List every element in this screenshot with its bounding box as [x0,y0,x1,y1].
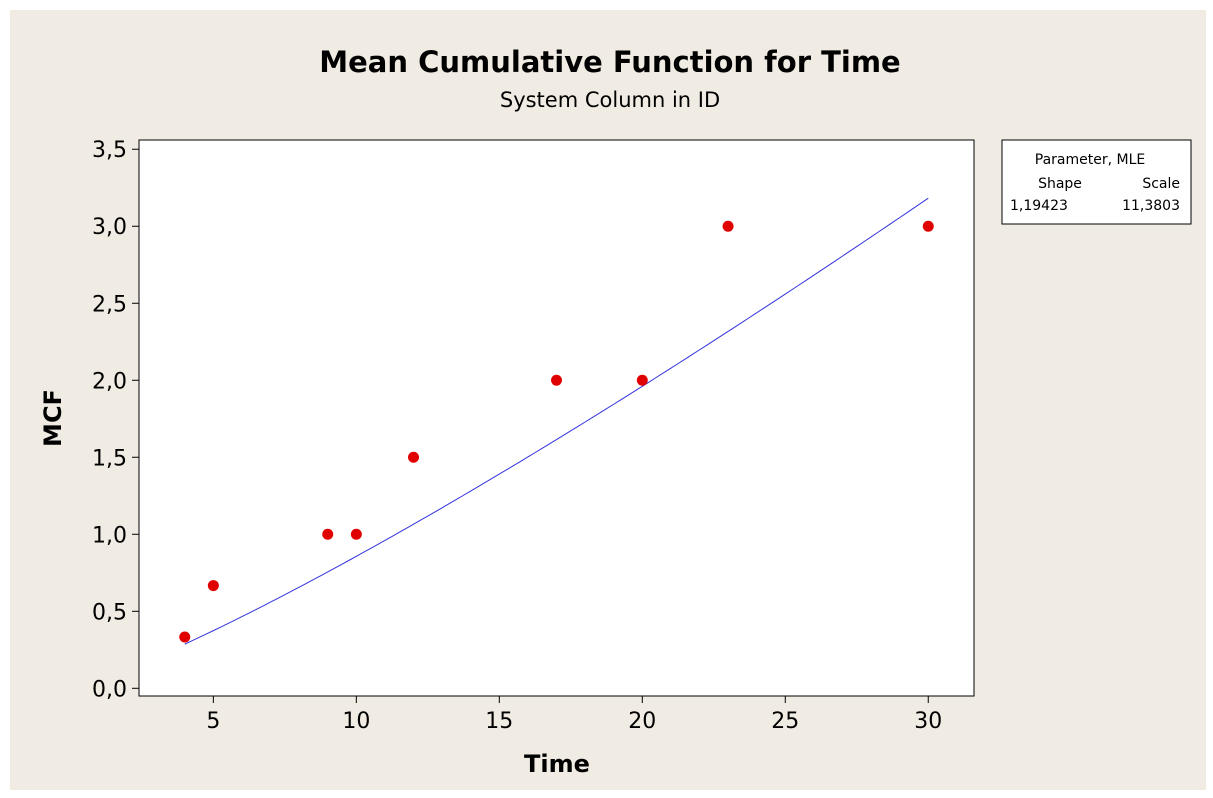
data-point [207,580,219,592]
legend-scale-label: Scale [1142,176,1180,192]
data-point [551,374,562,386]
chart-subtitle: System Column in ID [500,88,720,112]
chart-canvas: Mean Cumulative Function for Time System… [10,10,1206,790]
x-axis-label: Time [524,750,590,778]
y-axis-label: MCF [39,389,67,447]
data-point [408,451,420,463]
chart-svg: Mean Cumulative Function for Time System… [39,45,1192,778]
data-point [322,528,334,540]
x-tick-label: 15 [485,709,513,734]
y-tick-label: 3,5 [92,138,127,163]
legend-shape-label: Shape [1038,176,1082,192]
data-point [179,631,191,643]
chart-title: Mean Cumulative Function for Time [319,45,900,79]
legend-header: Parameter, MLE [1035,152,1145,168]
y-tick-label: 1,0 [92,523,127,548]
data-point [636,374,648,386]
legend-box [1001,139,1192,225]
y-tick-label: 1,5 [92,446,127,471]
y-tick-label: 3,0 [92,215,127,240]
x-tick-label: 5 [206,709,220,734]
data-point [922,220,934,232]
x-tick-label: 30 [914,709,942,734]
y-axis: 0,0 0,5 1,0 1,5 2,0 2,5 3,0 3,5 [92,138,139,702]
y-tick-label: 2,0 [92,369,127,394]
legend-shape-value: 1,19423 [1010,198,1068,214]
legend: Parameter, MLE Shape Scale 1,19423 11,38… [1001,139,1192,225]
fitted-mcf-line [184,197,929,645]
x-tick-label: 20 [628,709,656,734]
data-point [722,220,734,232]
data-point [350,528,362,540]
x-tick-label: 25 [771,709,799,734]
data-points [179,220,934,643]
x-tick-label: 10 [342,709,370,734]
legend-scale-value: 11,3803 [1122,198,1180,214]
x-axis: 5 10 15 20 25 30 [206,696,942,734]
plot-area [138,139,975,697]
y-tick-label: 2,5 [92,292,127,317]
y-tick-label: 0,0 [92,677,127,702]
y-tick-label: 0,5 [92,600,127,625]
